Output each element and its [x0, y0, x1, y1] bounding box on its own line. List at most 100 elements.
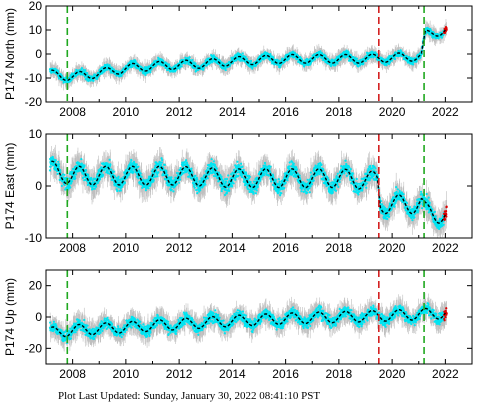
- observation-point: [60, 74, 63, 77]
- plot-area: [48, 18, 448, 91]
- y-tick-label: 0: [35, 47, 42, 61]
- observation-point: [80, 66, 84, 70]
- observation-point: [264, 51, 267, 54]
- observation-point: [357, 65, 360, 68]
- x-tick-label: 2010: [113, 105, 140, 119]
- observation-point: [259, 59, 262, 63]
- observation-point: [270, 55, 273, 58]
- observation-point: [355, 57, 359, 60]
- observation-point: [191, 58, 194, 62]
- observation-point: [334, 63, 337, 67]
- observation-point: [248, 60, 251, 63]
- y-tick-label: 10: [29, 23, 43, 37]
- observation-point: [219, 59, 222, 63]
- observation-point: [419, 55, 422, 59]
- y-tick-label: -10: [25, 71, 43, 85]
- observation-point: [279, 63, 283, 66]
- observation-point: [224, 68, 227, 72]
- x-tick-label: 2022: [432, 105, 459, 119]
- x-tick-label: 2012: [166, 105, 193, 119]
- observation-point: [349, 59, 352, 62]
- observation-point: [194, 62, 197, 65]
- observation-point: [186, 56, 189, 60]
- observation-point: [347, 51, 350, 54]
- error-bars: [49, 18, 447, 91]
- observation-point: [244, 55, 247, 59]
- observation-point: [86, 72, 89, 75]
- observation-point: [426, 31, 429, 34]
- observation-point: [415, 60, 418, 63]
- observation-point: [352, 55, 355, 59]
- observation-point: [324, 54, 327, 58]
- observation-point: [180, 65, 183, 68]
- recent-point: [445, 28, 448, 31]
- observation-point: [321, 52, 324, 55]
- observation-point: [440, 36, 444, 39]
- observation-point: [388, 61, 391, 64]
- x-tick-label: 2016: [272, 105, 299, 119]
- observation-point: [57, 70, 60, 73]
- y-tick-label: 20: [29, 0, 43, 13]
- x-tick-label: 2008: [59, 105, 86, 119]
- observation-point: [306, 58, 309, 62]
- observation-point: [249, 59, 253, 63]
- panel-1: -20 -10 0 10 20 2008 2010 2012 2014 2016 2018 2020 2…: [3, 0, 473, 119]
- observation-point: [144, 73, 147, 77]
- observation-point: [313, 58, 316, 61]
- observation-point: [101, 71, 104, 74]
- observation-point: [167, 63, 171, 66]
- recent-observations: [442, 26, 448, 35]
- observation-point: [269, 53, 272, 56]
- observation-point: [286, 59, 289, 62]
- observation-point: [108, 64, 111, 67]
- observation-point: [62, 76, 65, 79]
- observation-point: [184, 62, 187, 65]
- observation-point: [239, 53, 243, 57]
- observation-point: [134, 60, 137, 63]
- observation-point: [174, 70, 177, 73]
- x-tick-label: 2018: [326, 105, 353, 119]
- observation-point: [336, 62, 339, 65]
- observation-point: [235, 59, 238, 62]
- x-tick-label: 2020: [379, 105, 406, 119]
- observation-point: [272, 56, 275, 59]
- y-axis-label: P174 North (mm): [3, 8, 17, 100]
- observation-point: [372, 56, 375, 59]
- observation-point: [410, 57, 414, 60]
- observation-point: [362, 62, 365, 65]
- observation-point: [411, 63, 415, 66]
- observation-point: [245, 57, 249, 61]
- model-line: [51, 29, 446, 82]
- observation-point: [287, 57, 290, 60]
- observation-point: [120, 74, 123, 77]
- observation-point: [437, 37, 440, 40]
- observation-point: [194, 69, 198, 73]
- observation-point: [149, 71, 152, 74]
- observation-point: [393, 57, 397, 61]
- observation-point: [383, 58, 386, 61]
- observation-point: [241, 52, 244, 55]
- observation-point: [165, 62, 169, 65]
- observation-point: [84, 69, 87, 72]
- observation-point: [231, 62, 234, 65]
- observation-point: [364, 59, 367, 63]
- observation-point: [319, 50, 322, 53]
- observation-point: [390, 59, 393, 62]
- observation-point: [69, 74, 72, 77]
- observation-point: [92, 79, 95, 82]
- observation-point: [345, 49, 348, 52]
- plot-area: [48, 144, 448, 238]
- observation-point: [339, 58, 342, 61]
- y-tick-label: -20: [25, 95, 43, 109]
- observation-point: [162, 59, 165, 62]
- observation-point: [251, 67, 254, 70]
- observation-point: [178, 67, 181, 70]
- observation-point: [188, 56, 191, 59]
- observation-point: [187, 62, 190, 66]
- observation-point: [258, 55, 262, 58]
- observation-point: [405, 54, 408, 57]
- x-tick-label: 2014: [219, 105, 246, 119]
- observation-point: [385, 63, 388, 67]
